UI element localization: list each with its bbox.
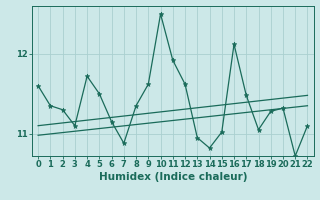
X-axis label: Humidex (Indice chaleur): Humidex (Indice chaleur) — [99, 172, 247, 182]
